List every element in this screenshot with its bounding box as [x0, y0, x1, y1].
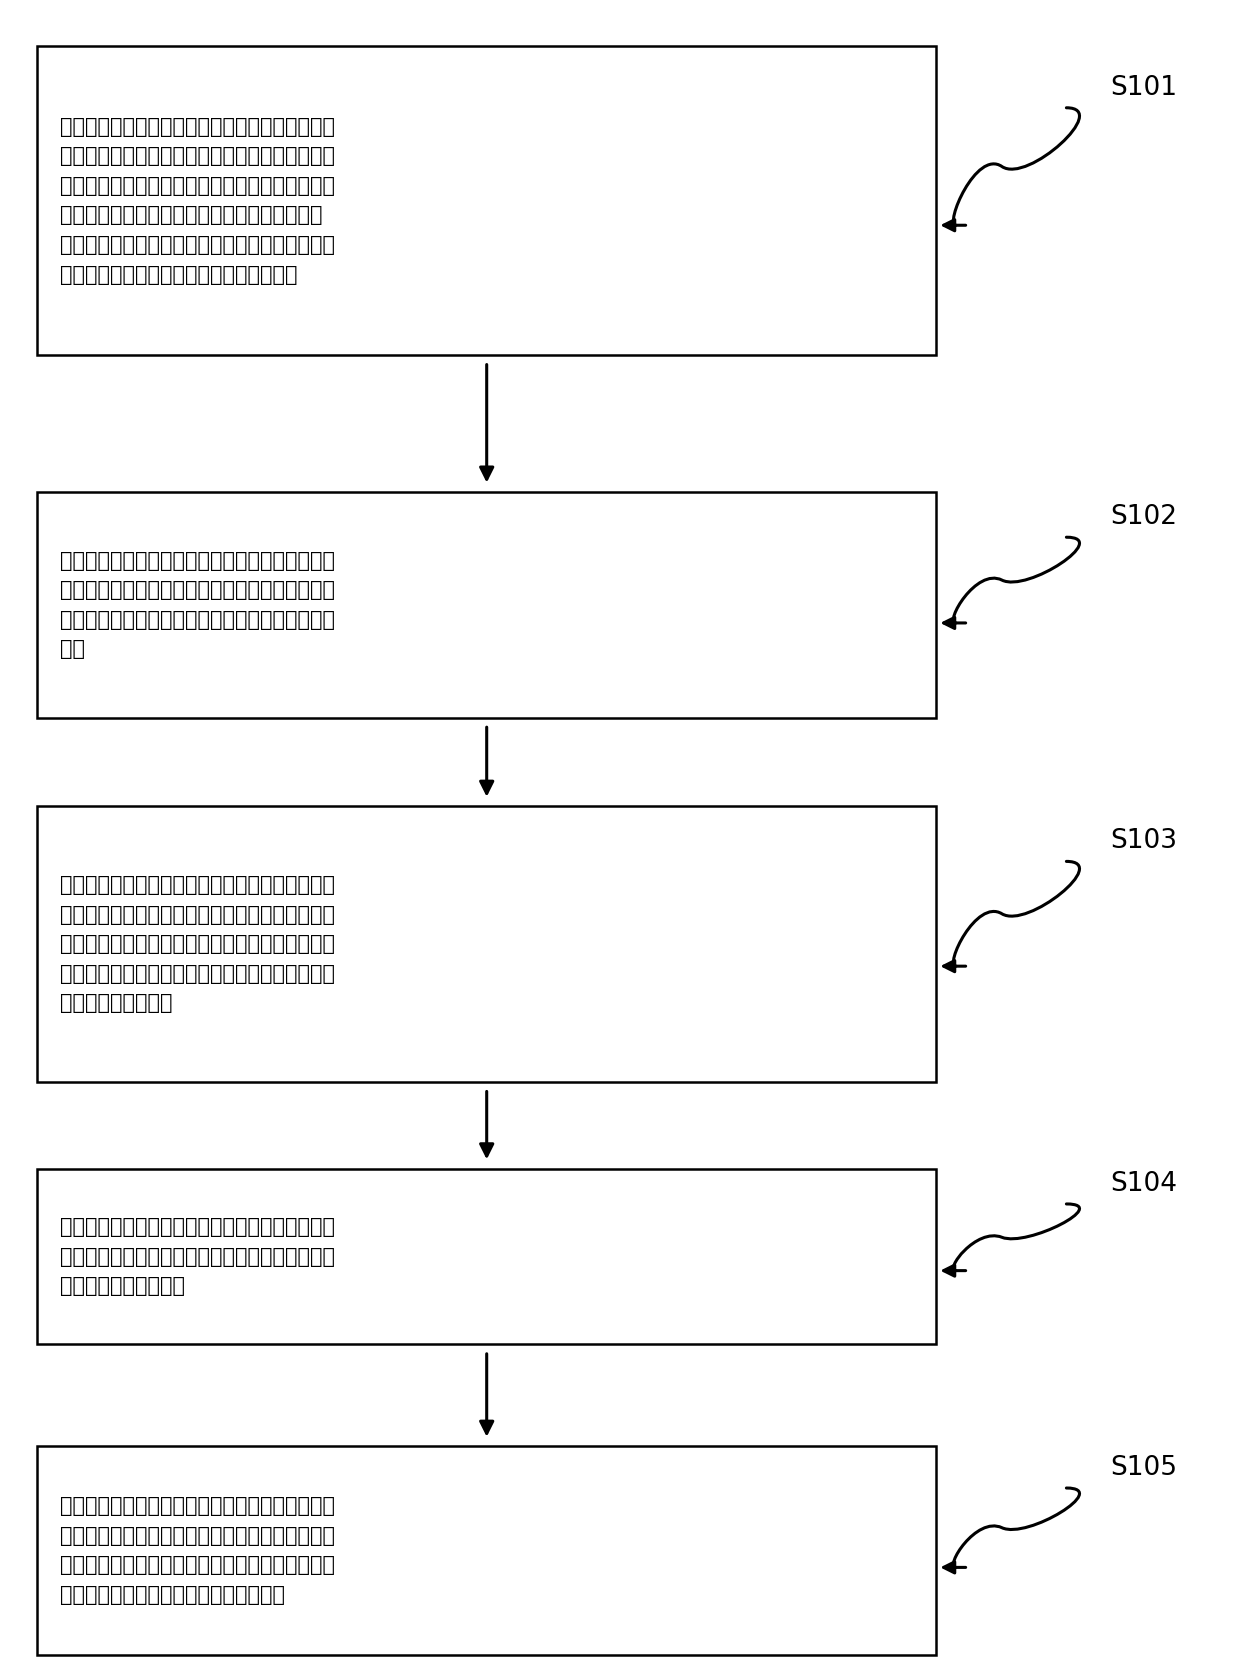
Text: 检测所述普通视频流中的目标区域的光照强度，与
预先设置的光照强度阈值进行比较，判断远光灯开
启的状态，根据远光灯开启的状态，判断所述车牌
对应的机动车是否按规定: 检测所述普通视频流中的目标区域的光照强度，与 预先设置的光照强度阈值进行比较，判…: [60, 1496, 335, 1606]
Bar: [37, 1170, 936, 1343]
Text: S104: S104: [1110, 1171, 1177, 1196]
Bar: [37, 491, 936, 719]
Text: 根据所述目标区域的地面坐标位置，再利用透视反
变换得到普通视频流中的像素坐标位置，确定普通
视频流中的目标区域；: 根据所述目标区域的地面坐标位置，再利用透视反 变换得到普通视频流中的像素坐标位置…: [60, 1216, 335, 1297]
Bar: [37, 1447, 936, 1654]
Text: S103: S103: [1110, 829, 1177, 854]
Bar: [37, 807, 936, 1083]
Bar: [37, 47, 936, 356]
Text: S101: S101: [1110, 75, 1177, 100]
Text: 获取所述两个摄像设备分别采集到的视频流，所述
视频流包括多帧图像；强光抑制摄像头采集到的为
强光抑制视频流，普通摄像头采集到的为普通视频
流；: 获取所述两个摄像设备分别采集到的视频流，所述 视频流包括多帧图像；强光抑制摄像头…: [60, 550, 335, 660]
Text: 采用预先训练的远光灯识别神经网络模型，在所述
强光抑制视频流中对各帧图像中每一辆机动车的远
光灯进行检测，获得目标区域的位置，根据所获得
目标区域的位置，利用透: 采用预先训练的远光灯识别神经网络模型，在所述 强光抑制视频流中对各帧图像中每一辆…: [60, 876, 335, 1013]
Text: S102: S102: [1110, 505, 1177, 530]
Text: S105: S105: [1110, 1455, 1177, 1481]
Text: 采用两个摄像设备，其中一个摄像设备采用强光抑
制摄像头，另一个摄像设备采用普通摄像头；安装
所述两个摄像设备用于交通监控，使所述两个摄像
设备能检测到同一物体，: 采用两个摄像设备，其中一个摄像设备采用强光抑 制摄像头，另一个摄像设备采用普通摄…: [60, 117, 335, 284]
